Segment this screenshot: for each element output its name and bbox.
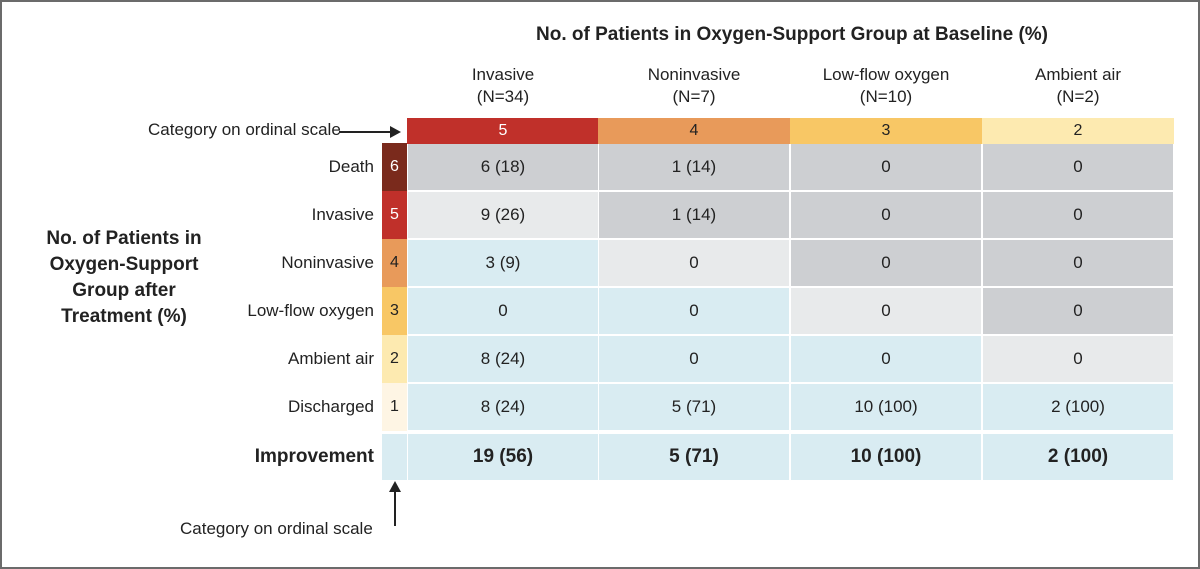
column-header: Low-flow oxygen (N=10) xyxy=(791,64,981,108)
table-cell: 0 xyxy=(408,288,598,334)
table-cell: 3 (9) xyxy=(408,240,598,286)
table-cell: 0 xyxy=(599,240,789,286)
table-cell: 0 xyxy=(791,336,981,382)
column-count: (N=7) xyxy=(672,87,716,106)
column-name: Low-flow oxygen xyxy=(822,65,950,84)
ordinal-scale-label-top: Category on ordinal scale xyxy=(148,120,341,139)
column-header: Noninvasive (N=7) xyxy=(599,64,789,108)
baseline-category-badge: 5 xyxy=(407,118,599,144)
table-cell: 0 xyxy=(599,288,789,334)
column-header: Invasive (N=34) xyxy=(408,64,598,108)
table-cell: 6 (18) xyxy=(408,144,598,190)
table-cell: 0 xyxy=(983,144,1173,190)
baseline-category-badge: 4 xyxy=(598,118,790,144)
column-count: (N=10) xyxy=(859,87,913,106)
ordinal-scale-label-bottom: Category on ordinal scale xyxy=(180,519,373,538)
baseline-category-badge: 2 xyxy=(982,118,1174,144)
column-name: Noninvasive xyxy=(647,65,741,84)
column-name: Ambient air xyxy=(1035,65,1121,84)
table-cell: 8 (24) xyxy=(408,384,598,430)
row-label: Noninvasive xyxy=(281,253,374,272)
chart-title: No. of Patients in Oxygen-Support Group … xyxy=(536,24,1048,45)
improvement-category-spacer xyxy=(382,434,407,480)
row-label: Ambient air xyxy=(288,349,374,368)
up-arrow-icon xyxy=(389,481,401,526)
row-category-badge: 5 xyxy=(382,191,407,239)
table-cell: 9 (26) xyxy=(408,192,598,238)
improvement-cell: 19 (56) xyxy=(408,434,598,480)
row-category-badge: 6 xyxy=(382,143,407,191)
row-label: Invasive xyxy=(311,205,374,224)
table-cell: 0 xyxy=(791,192,981,238)
table-cell: 10 (100) xyxy=(791,384,981,430)
table-cell: 0 xyxy=(983,240,1173,286)
improvement-label: Improvement xyxy=(254,446,374,467)
column-count: (N=2) xyxy=(1056,87,1100,106)
improvement-cell: 5 (71) xyxy=(599,434,789,480)
baseline-category-badge: 3 xyxy=(790,118,982,144)
column-header: Ambient air (N=2) xyxy=(983,64,1173,108)
table-cell: 1 (14) xyxy=(599,192,789,238)
column-name: Invasive xyxy=(471,65,535,84)
improvement-cell: 2 (100) xyxy=(983,434,1173,480)
table-cell: 0 xyxy=(791,144,981,190)
table-cell: 1 (14) xyxy=(599,144,789,190)
table-cell: 0 xyxy=(791,288,981,334)
table-cell: 8 (24) xyxy=(408,336,598,382)
row-label: Low-flow oxygen xyxy=(247,301,374,320)
table-cell: 0 xyxy=(599,336,789,382)
column-count: (N=34) xyxy=(476,87,530,106)
table-cell: 2 (100) xyxy=(983,384,1173,430)
right-arrow-icon xyxy=(339,126,401,138)
row-category-badge: 3 xyxy=(382,287,407,335)
row-category-badge: 2 xyxy=(382,335,407,383)
table-cell: 0 xyxy=(983,192,1173,238)
table-cell: 0 xyxy=(983,336,1173,382)
row-label: Discharged xyxy=(288,397,374,416)
row-label: Death xyxy=(328,157,374,176)
table-cell: 0 xyxy=(983,288,1173,334)
row-category-badge: 1 xyxy=(382,383,407,431)
table-cell: 0 xyxy=(791,240,981,286)
improvement-cell: 10 (100) xyxy=(791,434,981,480)
row-category-badge: 4 xyxy=(382,239,407,287)
table-cell: 5 (71) xyxy=(599,384,789,430)
y-axis-label: No. of Patients in Oxygen-Support Group … xyxy=(46,228,202,327)
